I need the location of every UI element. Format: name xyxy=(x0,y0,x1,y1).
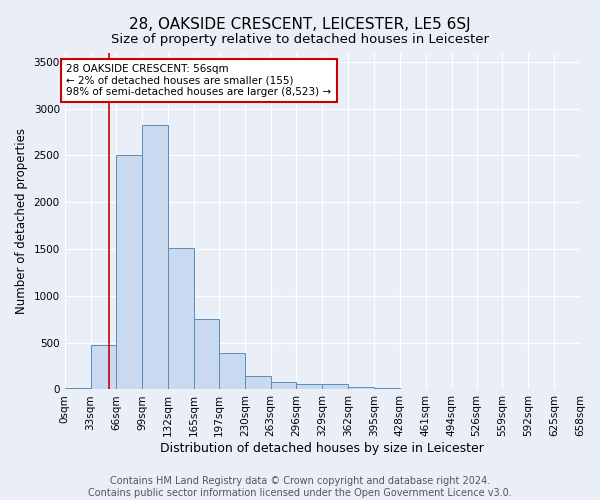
Text: 28, OAKSIDE CRESCENT, LEICESTER, LE5 6SJ: 28, OAKSIDE CRESCENT, LEICESTER, LE5 6SJ xyxy=(129,18,471,32)
Bar xyxy=(219,353,245,390)
Bar xyxy=(142,124,168,390)
Bar xyxy=(168,248,194,390)
Bar xyxy=(65,388,91,390)
Bar xyxy=(245,376,271,390)
Bar xyxy=(296,384,322,390)
X-axis label: Distribution of detached houses by size in Leicester: Distribution of detached houses by size … xyxy=(160,442,484,455)
Bar xyxy=(348,386,374,390)
Bar xyxy=(271,382,296,390)
Bar xyxy=(194,320,219,390)
Bar xyxy=(374,388,400,390)
Bar xyxy=(116,156,142,390)
Text: Contains HM Land Registry data © Crown copyright and database right 2024.
Contai: Contains HM Land Registry data © Crown c… xyxy=(88,476,512,498)
Y-axis label: Number of detached properties: Number of detached properties xyxy=(15,128,28,314)
Text: Size of property relative to detached houses in Leicester: Size of property relative to detached ho… xyxy=(111,32,489,46)
Text: 28 OAKSIDE CRESCENT: 56sqm
← 2% of detached houses are smaller (155)
98% of semi: 28 OAKSIDE CRESCENT: 56sqm ← 2% of detac… xyxy=(66,64,331,97)
Bar xyxy=(322,384,348,390)
Bar xyxy=(91,346,116,390)
